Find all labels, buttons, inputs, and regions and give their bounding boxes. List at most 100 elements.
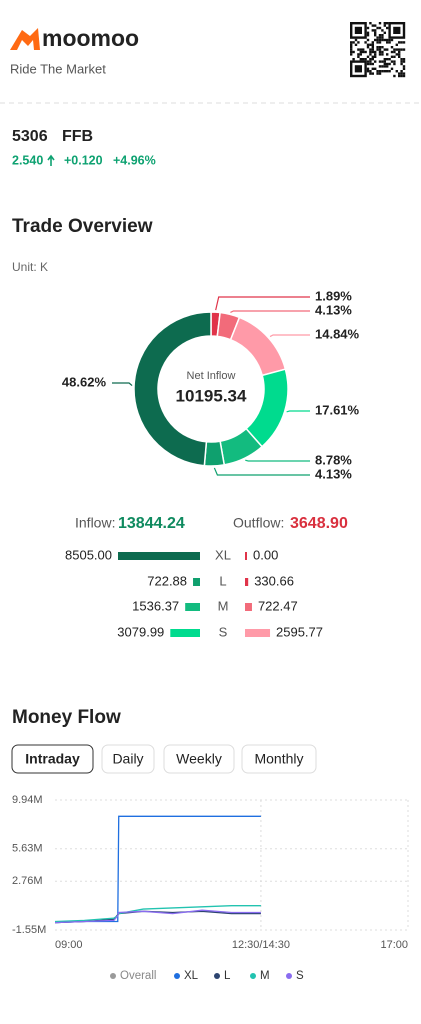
qr-module bbox=[383, 38, 386, 42]
legend-item[interactable]: Overall bbox=[110, 970, 156, 982]
legend-label[interactable]: XL bbox=[184, 970, 199, 982]
qr-module bbox=[371, 24, 374, 27]
qr-module bbox=[371, 67, 374, 70]
change-pct: +4.96% bbox=[113, 153, 156, 167]
qr-module bbox=[400, 72, 403, 75]
qr-module bbox=[376, 36, 379, 39]
slice-label: 8.78% bbox=[315, 452, 352, 467]
qr-module bbox=[350, 46, 353, 49]
qr-module bbox=[374, 67, 377, 70]
qr-module bbox=[383, 65, 386, 68]
qr-module bbox=[402, 67, 406, 70]
legend-label[interactable]: M bbox=[260, 970, 270, 982]
inflow-bar bbox=[193, 578, 200, 586]
outflow-label: Outflow: bbox=[233, 515, 284, 531]
qr-module bbox=[400, 70, 403, 73]
legend-item[interactable]: L bbox=[214, 970, 231, 982]
qr-module bbox=[357, 48, 360, 51]
legend-label[interactable]: L bbox=[224, 970, 231, 982]
tab-box[interactable] bbox=[11, 744, 94, 774]
qr-module bbox=[381, 46, 384, 49]
slice-label: 1.89% bbox=[315, 288, 352, 303]
legend-dot[interactable] bbox=[286, 973, 292, 979]
tab[interactable]: Daily bbox=[101, 744, 155, 774]
qr-module bbox=[350, 53, 353, 56]
center-label: Net Inflow bbox=[187, 370, 236, 382]
qr-module bbox=[398, 74, 401, 78]
outflow-value: 2595.77 bbox=[276, 624, 323, 639]
legend-dot[interactable] bbox=[110, 973, 116, 979]
qr-module bbox=[371, 29, 374, 32]
legend-item[interactable]: S bbox=[286, 970, 304, 982]
qr-module bbox=[374, 53, 377, 56]
qr-module bbox=[388, 62, 391, 66]
category-label: XL bbox=[215, 547, 231, 562]
qr-module bbox=[371, 50, 374, 54]
up-arrow bbox=[47, 154, 55, 166]
legend-label[interactable]: Overall bbox=[120, 970, 156, 982]
qr-module bbox=[364, 41, 367, 44]
qr-module bbox=[378, 70, 382, 73]
inflow-bar bbox=[118, 552, 200, 560]
qr-module bbox=[376, 46, 379, 49]
qr-module bbox=[402, 58, 406, 61]
qr-module bbox=[366, 31, 370, 34]
qr-finder bbox=[350, 22, 367, 39]
tab-label[interactable]: Monthly bbox=[254, 751, 303, 767]
stock-name: FFB bbox=[62, 128, 93, 145]
tab-box[interactable] bbox=[241, 744, 317, 774]
tab-box[interactable] bbox=[101, 744, 155, 774]
qr-module bbox=[359, 48, 362, 51]
tab[interactable]: Monthly bbox=[241, 744, 317, 774]
qr-module bbox=[398, 72, 401, 75]
legend-item[interactable]: M bbox=[250, 970, 270, 982]
qr-module bbox=[366, 60, 370, 63]
tab-label[interactable]: Daily bbox=[112, 751, 143, 767]
qr-module bbox=[400, 41, 403, 44]
legend-dot[interactable] bbox=[214, 973, 220, 979]
logo-icon bbox=[10, 28, 40, 50]
qr-module bbox=[374, 34, 377, 37]
qr-module bbox=[369, 22, 372, 25]
donut-slice bbox=[229, 316, 287, 377]
legend-dot[interactable] bbox=[174, 973, 180, 979]
y-tick-label: 2.76M bbox=[12, 875, 43, 887]
qr-module bbox=[369, 50, 372, 54]
outflow-bar bbox=[245, 603, 252, 611]
slice-label: 4.13% bbox=[315, 466, 352, 481]
qr-module bbox=[388, 38, 391, 42]
qr-module bbox=[366, 38, 370, 42]
qr-module bbox=[400, 74, 403, 78]
qr-module bbox=[352, 58, 355, 61]
tab-label[interactable]: Weekly bbox=[176, 751, 222, 767]
qr-module bbox=[386, 65, 389, 68]
qr-module bbox=[383, 62, 386, 66]
outflow-value: 330.66 bbox=[254, 573, 294, 588]
qr-module bbox=[366, 26, 370, 30]
qr-module bbox=[378, 46, 382, 49]
tab-label[interactable]: Intraday bbox=[25, 751, 80, 767]
outflow-bar bbox=[245, 629, 271, 637]
leader-line bbox=[245, 459, 310, 462]
outflow-value: 722.47 bbox=[258, 598, 298, 613]
qr-module bbox=[393, 50, 396, 54]
qr-module bbox=[381, 38, 384, 42]
legend-label[interactable]: S bbox=[296, 970, 304, 982]
legend-item[interactable]: XL bbox=[174, 970, 199, 982]
qr-module bbox=[393, 74, 396, 78]
outflow-value: 0.00 bbox=[253, 547, 278, 562]
tab-box[interactable] bbox=[163, 744, 235, 774]
qr-module bbox=[357, 41, 360, 44]
leader-line bbox=[286, 410, 310, 413]
qr-module bbox=[381, 53, 384, 56]
legend-dot[interactable] bbox=[250, 973, 256, 979]
qr-module bbox=[376, 48, 379, 51]
stock-code: 5306 bbox=[12, 128, 48, 145]
slice-label: 17.61% bbox=[315, 402, 360, 417]
tab[interactable]: Intraday bbox=[11, 744, 94, 774]
category-label: S bbox=[219, 624, 228, 639]
tab[interactable]: Weekly bbox=[163, 744, 235, 774]
qr-module bbox=[350, 43, 353, 46]
inflow-total: 13844.24 bbox=[118, 515, 185, 532]
leader-line bbox=[269, 334, 310, 338]
